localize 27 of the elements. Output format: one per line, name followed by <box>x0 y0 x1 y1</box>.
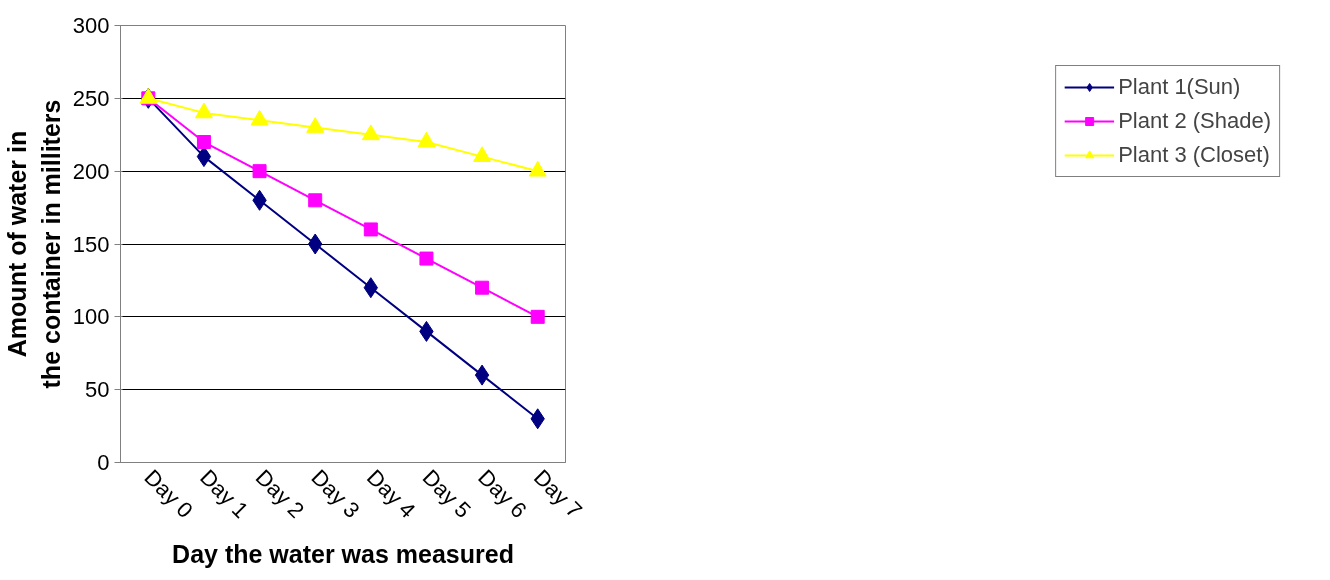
point <box>417 131 436 148</box>
point <box>474 364 490 386</box>
y-tick-label: 0 <box>97 450 110 475</box>
y-tick-label: 200 <box>72 158 110 184</box>
y-tick-label: 100 <box>72 304 110 330</box>
point <box>530 309 545 324</box>
point <box>419 251 434 266</box>
y-tick-label: 150 <box>72 231 110 257</box>
point <box>308 193 323 208</box>
legend-label: Plant 1(Sun) <box>1118 74 1241 100</box>
y-tick-label: 300 <box>72 13 110 38</box>
x-tick-label: Day 0 <box>139 464 198 523</box>
y-tick-label: 250 <box>72 85 110 111</box>
legend-label: Plant 3 (Closet) <box>1118 142 1270 168</box>
y-axis-title: Amount of water in the container in milliters <box>3 99 65 389</box>
point <box>194 102 213 119</box>
point <box>306 117 325 133</box>
point <box>528 160 547 177</box>
point <box>361 124 380 141</box>
legend-label: Plant 2 (Shade) <box>1118 108 1271 134</box>
x-axis-title: Day the water was measured <box>172 539 514 568</box>
y-tick-label: 50 <box>85 377 110 403</box>
point <box>475 280 490 295</box>
point <box>252 164 267 179</box>
point <box>473 146 492 163</box>
point <box>250 109 269 126</box>
point <box>363 222 378 237</box>
